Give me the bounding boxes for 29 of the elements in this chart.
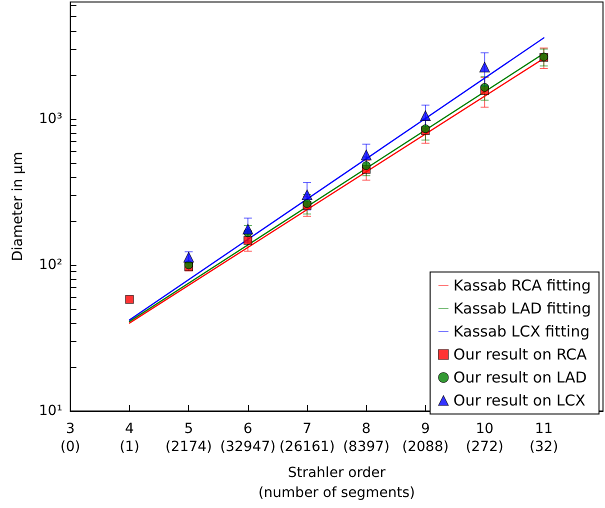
y-tick-label: 10² [38,256,62,273]
x-tick-label: 5 [184,421,194,437]
x-tick-label: 10 [476,421,494,437]
text: (272) [466,439,504,455]
x-tick-label: 9 [420,421,430,437]
legend-label: Our result on RCA [453,346,588,364]
legend-label: Kassab RCA fitting [453,276,591,294]
text: (8397) [342,439,390,455]
text: (0) [60,439,80,455]
x-tick-label: 4 [125,421,134,437]
x-tick-label: 3 [66,421,75,437]
y-axis-title: Diameter in μm [10,152,26,262]
text: (32947) [220,439,276,455]
legend-label: Kassab LCX fitting [453,322,590,340]
x-tick-label: 11 [534,421,553,437]
x-tick-label: 6 [243,421,252,437]
legend-label: Our result on LAD [453,368,587,386]
x-axis-title: Strahler order (number of segments) [258,465,415,501]
y-tick-label: 10³ [38,110,62,127]
legend-label: Kassab LAD fitting [453,300,592,318]
text: (26161) [279,439,335,455]
text: (2174) [165,439,212,455]
x-tick-label: 7 [302,421,312,437]
legend-label: Our result on LCX [453,392,586,410]
text: (32) [529,439,558,455]
x-tick-label: 8 [362,421,371,437]
text: (1) [120,439,140,455]
text: (2088) [402,439,449,455]
y-tick-label: 10¹ [38,403,62,419]
